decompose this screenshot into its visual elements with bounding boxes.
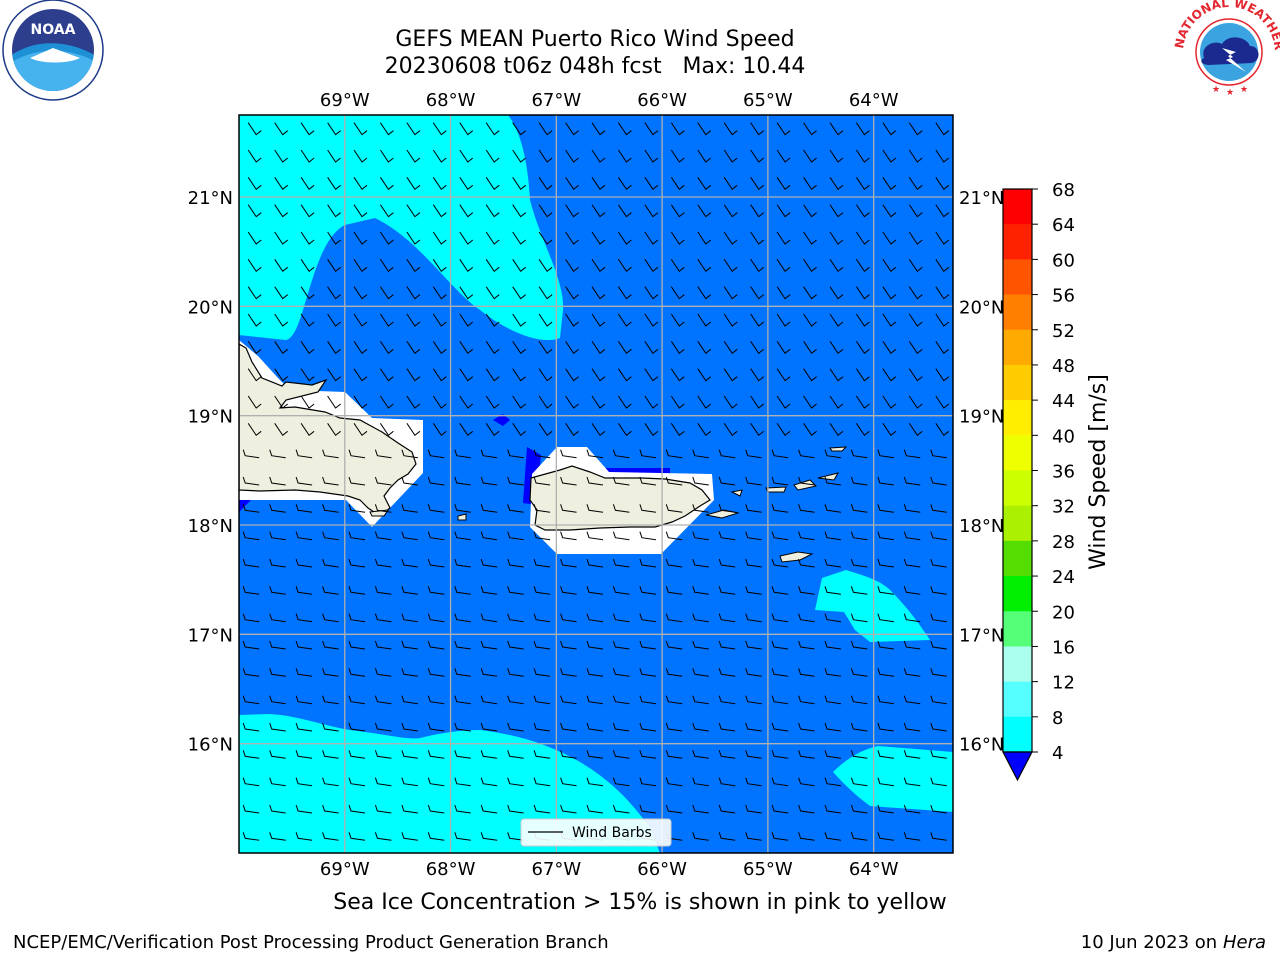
lat-label-left: 17°N — [188, 625, 233, 646]
title-line-1: GEFS MEAN Puerto Rico Wind Speed — [395, 27, 795, 52]
svg-text:★: ★ — [1212, 85, 1220, 95]
lon-label-top: 64°W — [849, 90, 899, 111]
footer-branch: NCEP/EMC/Verification Post Processing Pr… — [13, 932, 609, 953]
calm-spot-1 — [493, 414, 510, 426]
colorbar-tick-label: 64 — [1052, 215, 1075, 236]
lat-label-right: 16°N — [959, 735, 1004, 756]
colorbar-segment — [1003, 224, 1032, 260]
wind-barb-paths — [242, 122, 950, 841]
colorbar-segment — [1003, 576, 1032, 612]
colorbar-segment — [1003, 400, 1032, 436]
lat-label-right: 17°N — [959, 625, 1004, 646]
colorbar-segment — [1003, 716, 1032, 753]
colorbar-tick-label: 20 — [1052, 602, 1075, 623]
colorbar-tick-label: 4 — [1052, 743, 1063, 764]
map-frame — [238, 114, 954, 854]
noaa-logo: NOAA — [2, 0, 104, 101]
colorbar-tick-label: 68 — [1052, 180, 1075, 201]
lat-label-left: 20°N — [188, 297, 233, 318]
colorbar-label: Wind Speed [m/s] — [1086, 374, 1111, 570]
lat-label-right: 19°N — [959, 407, 1004, 428]
land-st-thomas — [765, 486, 787, 493]
colorbar-segment — [1003, 540, 1032, 577]
lon-label-bottom: 69°W — [320, 859, 370, 880]
colorbar-segment — [1003, 189, 1032, 225]
title-line-2: 20230608 t06z 048h fcst Max: 10.44 — [384, 54, 806, 79]
colorbar-segment — [1003, 646, 1032, 683]
land-culebra — [730, 489, 743, 497]
lon-label-top: 67°W — [531, 90, 581, 111]
colorbar-segment — [1003, 435, 1032, 472]
colorbar: 68 64 60 56 52 48 44 40 36 32 28 24 20 16 12 8 4 — [1002, 180, 1075, 782]
nws-logo: NATIONAL WEATHER SERVICE ★ ★ ★ — [0, 0, 1280, 98]
land-mona — [457, 513, 467, 521]
map-area: Wind Barbs — [239, 115, 953, 853]
land-anegada — [829, 446, 848, 452]
lon-label-bottom: 67°W — [531, 859, 581, 880]
colorbar-segment — [1003, 505, 1032, 542]
footer-date: 10 Jun 2023 on Hera — [1081, 932, 1266, 953]
svg-text:★: ★ — [1226, 88, 1234, 98]
colorbar-underflow — [1002, 751, 1033, 782]
wind-region-east — [815, 570, 930, 642]
subtitle: Sea Ice Concentration > 15% is shown in … — [333, 890, 947, 915]
footer-date-text: 10 Jun 2023 on — [1080, 932, 1218, 953]
colorbar-tick-label: 28 — [1052, 532, 1075, 553]
wind-barbs — [242, 122, 950, 841]
colorbar-tick-label: 40 — [1052, 426, 1075, 447]
lon-label-bottom: 66°W — [637, 859, 687, 880]
nws-logo-text: NATIONAL WEATHER SERVICE — [0, 0, 1280, 55]
colorbar-segment — [1003, 611, 1032, 648]
colorbar-tick-label: 52 — [1052, 321, 1075, 342]
lat-label-left: 16°N — [188, 735, 233, 756]
lat-label-right: 18°N — [959, 516, 1004, 537]
map-legend[interactable]: Wind Barbs — [520, 818, 672, 847]
lon-label-bottom: 68°W — [426, 859, 476, 880]
lon-label-top: 66°W — [637, 90, 687, 111]
calm-spot-4 — [239, 498, 251, 512]
lon-label-bottom: 65°W — [743, 859, 793, 880]
land-tortola — [793, 479, 817, 491]
colorbar-segment — [1003, 329, 1032, 366]
axis-labels: 69°W 69°W 68°W 68°W 67°W 67°W 66°W 66°W 65°W 65°W… — [188, 90, 1005, 880]
lon-label-top: 68°W — [426, 90, 476, 111]
land-hispaniola — [239, 343, 417, 517]
gridlines — [239, 115, 953, 853]
lat-label-left: 18°N — [188, 516, 233, 537]
colorbar-segment — [1003, 364, 1032, 401]
svg-text:★: ★ — [1240, 85, 1248, 95]
noaa-logo-text: NOAA — [31, 22, 76, 38]
lat-label-left: 19°N — [188, 407, 233, 428]
colorbar-segment — [1003, 470, 1032, 507]
wind-region-north — [239, 115, 564, 341]
colorbar-tick-label: 32 — [1052, 497, 1075, 518]
colorbar-tick-label: 16 — [1052, 637, 1075, 658]
svg-text:NATIONAL WEATHER SERVICE: NATIONAL WEATHER SERVICE — [0, 0, 1280, 55]
colorbar-segment — [1003, 681, 1032, 718]
colorbar-tick-label: 12 — [1052, 673, 1075, 694]
colorbar-tick-label: 36 — [1052, 462, 1075, 483]
colorbar-tick-label: 60 — [1052, 250, 1075, 271]
land-st-croix — [779, 551, 814, 563]
colorbar-tick-label: 8 — [1052, 708, 1063, 729]
colorbar-segment — [1003, 259, 1032, 296]
lon-label-top: 65°W — [743, 90, 793, 111]
colorbar-tick-label: 44 — [1052, 391, 1075, 412]
lat-label-right: 21°N — [959, 188, 1004, 209]
wind-region-southeast — [833, 746, 953, 812]
land-puerto-rico — [529, 465, 711, 531]
lon-label-bottom: 64°W — [849, 859, 899, 880]
colorbar-segment — [1003, 294, 1032, 331]
lat-label-right: 20°N — [959, 297, 1004, 318]
colorbar-tick-label: 48 — [1052, 356, 1075, 377]
colorbar-tick-label: 24 — [1052, 567, 1075, 588]
legend-label: Wind Barbs — [572, 825, 652, 841]
footer-machine: Hera — [1222, 932, 1266, 953]
lat-label-left: 21°N — [188, 188, 233, 209]
lon-label-top: 69°W — [320, 90, 370, 111]
colorbar-tick-label: 56 — [1052, 286, 1075, 307]
